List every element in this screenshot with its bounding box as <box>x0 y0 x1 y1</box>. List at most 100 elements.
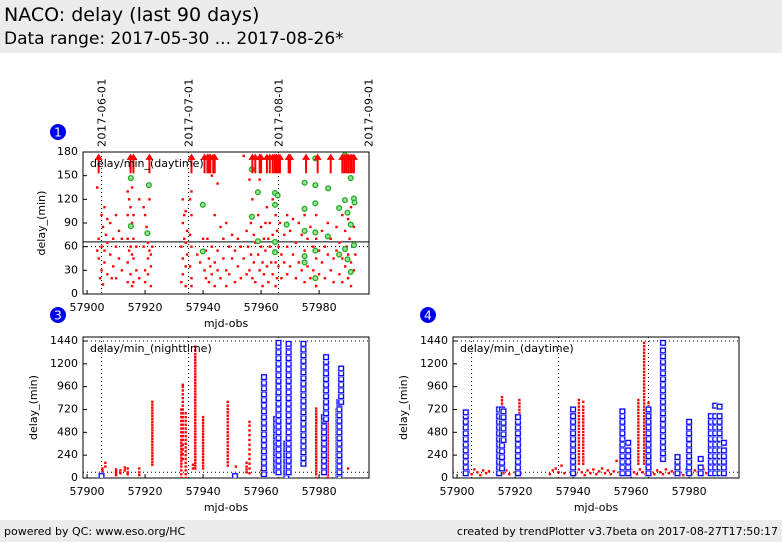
data-point-red <box>582 449 585 453</box>
off-scale-arrow-head <box>302 153 311 160</box>
data-point-red <box>130 221 134 225</box>
data-point-red <box>226 411 229 414</box>
data-point-blue <box>721 439 727 446</box>
data-point-blue <box>323 364 329 371</box>
data-point-red <box>592 468 595 471</box>
data-point-red <box>315 450 318 453</box>
data-point-red <box>180 441 183 445</box>
data-point-red <box>184 284 187 288</box>
off-scale-arrow-head <box>94 153 103 160</box>
data-point-red <box>194 458 197 462</box>
x-tick-label: 57980 <box>302 485 337 498</box>
data-point-red <box>181 412 184 415</box>
data-point-blue <box>721 470 727 477</box>
data-point-red <box>352 225 356 229</box>
data-point-green <box>351 199 358 206</box>
data-point-red <box>326 422 330 425</box>
data-point-blue <box>321 452 327 459</box>
data-point-blue <box>321 435 327 441</box>
data-point-red <box>248 433 251 437</box>
data-point-red <box>210 174 213 177</box>
data-point-red <box>265 265 269 268</box>
data-point-red <box>190 213 193 217</box>
data-point-blue <box>285 423 292 430</box>
data-point-red <box>344 265 347 268</box>
data-point-red <box>637 424 640 427</box>
data-point-red <box>267 280 270 284</box>
data-range: Data range: 2017-05-30 ... 2017-08-26* <box>4 29 344 49</box>
data-point-blue <box>275 412 282 419</box>
data-point-green <box>312 182 319 189</box>
data-point-red <box>145 225 148 229</box>
data-point-red <box>335 249 338 252</box>
data-point-red <box>181 383 184 386</box>
data-point-red <box>210 245 213 248</box>
data-point-red <box>315 237 318 240</box>
x-tick-label: 57960 <box>244 301 279 314</box>
data-point-red <box>315 435 318 439</box>
data-point-red <box>194 381 197 385</box>
data-point-red <box>642 433 646 437</box>
data-point-red <box>637 402 640 405</box>
data-point-red <box>248 448 251 451</box>
data-point-red <box>670 470 673 473</box>
chart-3: 3 57900 57920 57940 57960 57980 0 240 480 720 960 1… <box>27 307 370 514</box>
data-point-blue <box>323 370 329 377</box>
data-point-red <box>233 249 237 252</box>
data-point-red <box>194 353 197 356</box>
data-point-red <box>184 427 187 430</box>
data-point-blue <box>619 418 626 425</box>
data-point-red <box>637 440 640 443</box>
data-point-red <box>222 257 225 260</box>
data-point-blue <box>570 418 576 425</box>
data-point-red <box>143 213 147 217</box>
data-point-red <box>138 467 141 470</box>
data-point-red <box>180 245 183 248</box>
data-point-red <box>191 467 195 470</box>
data-point-blue <box>625 453 632 460</box>
data-point-red <box>230 233 234 237</box>
data-point-green <box>347 221 354 228</box>
data-point-blue <box>336 463 343 470</box>
data-point-red <box>201 458 205 462</box>
data-point-red <box>612 470 615 473</box>
data-point-red <box>577 443 581 446</box>
data-point-red <box>326 448 330 451</box>
data-point-red <box>181 457 184 461</box>
data-point-red <box>600 467 604 470</box>
data-point-red <box>259 225 263 229</box>
data-point-green <box>301 205 308 212</box>
data-point-red <box>642 341 646 345</box>
data-point-blue <box>275 355 282 362</box>
data-point-blue <box>645 447 652 454</box>
data-point-red <box>149 284 153 288</box>
data-point-red <box>315 444 318 447</box>
data-point-red <box>226 454 229 457</box>
data-point-blue <box>285 378 292 384</box>
data-point-green <box>341 197 348 204</box>
data-point-blue <box>570 458 576 465</box>
data-point-red <box>181 423 184 426</box>
data-point-red <box>265 206 269 209</box>
data-point-red <box>245 468 248 471</box>
data-point-blue <box>619 408 626 415</box>
data-point-red <box>146 273 150 276</box>
data-point-blue <box>275 463 282 470</box>
data-point-blue <box>300 363 307 370</box>
data-point-red <box>190 284 193 288</box>
data-point-red <box>234 465 238 468</box>
data-point-red <box>151 463 154 466</box>
data-point-blue <box>570 436 576 442</box>
data-point-red <box>508 472 511 476</box>
data-point-red <box>239 277 242 280</box>
data-point-red <box>227 245 231 248</box>
x-tick-label: 57980 <box>672 485 707 498</box>
data-point-red <box>349 261 353 264</box>
x-axis-label: mjd-obs <box>204 501 249 514</box>
data-point-red <box>184 442 187 445</box>
data-point-red <box>201 467 205 470</box>
data-point-red <box>518 398 521 402</box>
data-point-red <box>582 430 585 434</box>
data-point-red <box>323 277 327 280</box>
